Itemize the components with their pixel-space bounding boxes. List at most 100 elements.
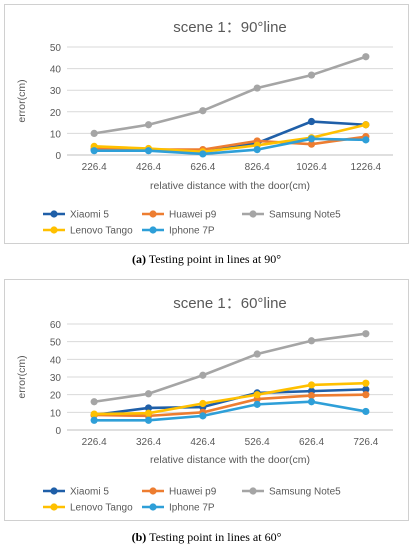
- legend-swatch-marker: [50, 210, 58, 218]
- legend-swatch-marker: [149, 503, 157, 511]
- x-tick-label: 826.4: [245, 162, 270, 173]
- legend-label: Xiaomi 5: [70, 487, 109, 498]
- legend-swatch-marker: [249, 487, 257, 495]
- data-point: [307, 381, 316, 389]
- data-point: [307, 337, 316, 345]
- caption-a-text: Testing point in lines at 90°: [145, 252, 282, 266]
- series-line-huawei-p9: [92, 393, 368, 418]
- data-point: [253, 146, 261, 154]
- data-point: [90, 147, 98, 155]
- x-tick-label: 426.4: [136, 162, 161, 173]
- y-tick-label: 0: [55, 426, 61, 437]
- series-line-lenovo-tango: [92, 123, 368, 154]
- data-point: [307, 391, 316, 400]
- legend-label: Samsung Note5: [269, 487, 341, 498]
- y-axis-label: error(cm): [16, 79, 28, 122]
- y-tick-label: 40: [50, 65, 62, 76]
- data-point: [90, 416, 98, 424]
- legend-label: Iphone 7P: [169, 226, 215, 237]
- legend-label: Xiaomi 5: [70, 210, 109, 221]
- x-tick-label: 1226.4: [351, 162, 382, 173]
- legend-swatch-marker: [50, 226, 58, 234]
- data-point: [362, 391, 370, 399]
- x-tick-label: 1026.4: [296, 162, 327, 173]
- y-tick-label: 20: [50, 391, 62, 402]
- series-line-lenovo-tango: [92, 381, 368, 416]
- data-point: [307, 135, 316, 143]
- legend-swatch-marker: [149, 487, 157, 495]
- y-tick-label: 50: [50, 338, 62, 349]
- chart-a-svg: scene 1：90°line 0 10 20 30 40 50 226.4 426.4 626.…: [16, 19, 393, 237]
- x-tick-label: 626.4: [190, 162, 215, 173]
- data-point: [199, 399, 207, 408]
- legend-swatch-marker: [50, 487, 58, 495]
- data-point: [253, 391, 261, 399]
- legend-label: Iphone 7P: [169, 503, 215, 514]
- x-tick-label: 726.4: [353, 437, 378, 448]
- data-point: [253, 84, 261, 92]
- data-point: [362, 379, 370, 387]
- data-point: [144, 121, 153, 129]
- y-tick-label: 30: [50, 86, 62, 97]
- data-point: [199, 371, 207, 379]
- data-point: [144, 416, 153, 424]
- x-axis-label: relative distance with the door(cm): [150, 180, 310, 192]
- legend-label: Huawei p9: [169, 487, 217, 498]
- series-line-iphone-7p: [92, 400, 368, 422]
- y-tick-label: 30: [50, 373, 62, 384]
- y-tick-label: 10: [50, 129, 62, 140]
- legend-swatch-marker: [149, 210, 157, 218]
- x-tick-label: 226.4: [82, 437, 107, 448]
- legend-label: Lenovo Tango: [70, 503, 133, 514]
- x-tick-label: 426.4: [190, 437, 215, 448]
- data-point: [199, 107, 207, 115]
- caption-a-label: (a): [131, 252, 146, 266]
- data-point: [307, 71, 316, 79]
- legend-label: Samsung Note5: [269, 210, 341, 221]
- data-point: [144, 390, 153, 398]
- y-tick-label: 60: [50, 320, 62, 331]
- caption-a: (a) Testing point in lines at 90°: [4, 252, 409, 267]
- chart-title: scene 1：60°line: [173, 295, 287, 312]
- x-tick-label: 626.4: [299, 437, 324, 448]
- data-point: [362, 121, 370, 129]
- chart-b-svg: scene 1：60°line 0 10 20 30 40 50 60 226.4 326.4 42…: [16, 295, 393, 514]
- data-point: [307, 117, 316, 126]
- data-point: [362, 330, 370, 338]
- y-tick-label: 10: [50, 408, 62, 419]
- x-tick-label: 526.4: [245, 437, 270, 448]
- data-point: [199, 150, 207, 158]
- series-line-iphone-7p: [92, 137, 368, 156]
- data-point: [90, 129, 98, 137]
- legend-swatch-marker: [249, 210, 257, 218]
- data-point: [362, 407, 370, 416]
- data-point: [307, 140, 316, 148]
- caption-b-text: Testing point in lines at 60°: [146, 530, 282, 544]
- data-point: [362, 53, 370, 61]
- data-point: [253, 350, 261, 358]
- x-tick-label: 326.4: [136, 437, 161, 448]
- series-line-samsung-note5: [92, 332, 368, 404]
- y-tick-label: 50: [50, 43, 62, 54]
- data-point: [144, 409, 153, 417]
- data-point: [307, 398, 316, 406]
- x-axis-label: relative distance with the door(cm): [150, 454, 310, 466]
- data-point: [144, 147, 153, 155]
- data-point: [199, 412, 207, 420]
- caption-b-label: (b): [131, 530, 147, 544]
- y-tick-label: 0: [55, 151, 61, 162]
- chart-title: scene 1：90°line: [173, 19, 287, 36]
- legend-label: Lenovo Tango: [70, 226, 133, 237]
- data-point: [90, 398, 98, 406]
- caption-b: (b) Testing point in lines at 60°: [4, 530, 409, 545]
- series-line-samsung-note5: [92, 55, 368, 135]
- chart-frame-b: scene 1：60°line 0 10 20 30 40 50 60 226.4 326.4 42…: [4, 279, 409, 521]
- legend-swatch-marker: [50, 503, 58, 511]
- x-tick-label: 226.4: [82, 162, 107, 173]
- data-point: [144, 404, 153, 412]
- data-point: [253, 400, 261, 408]
- chart-frame-a: scene 1：90°line 0 10 20 30 40 50 226.4 426.4 626.…: [4, 4, 409, 244]
- y-axis-label: error(cm): [16, 355, 28, 398]
- y-tick-label: 40: [50, 355, 62, 366]
- legend-swatch-marker: [149, 226, 157, 234]
